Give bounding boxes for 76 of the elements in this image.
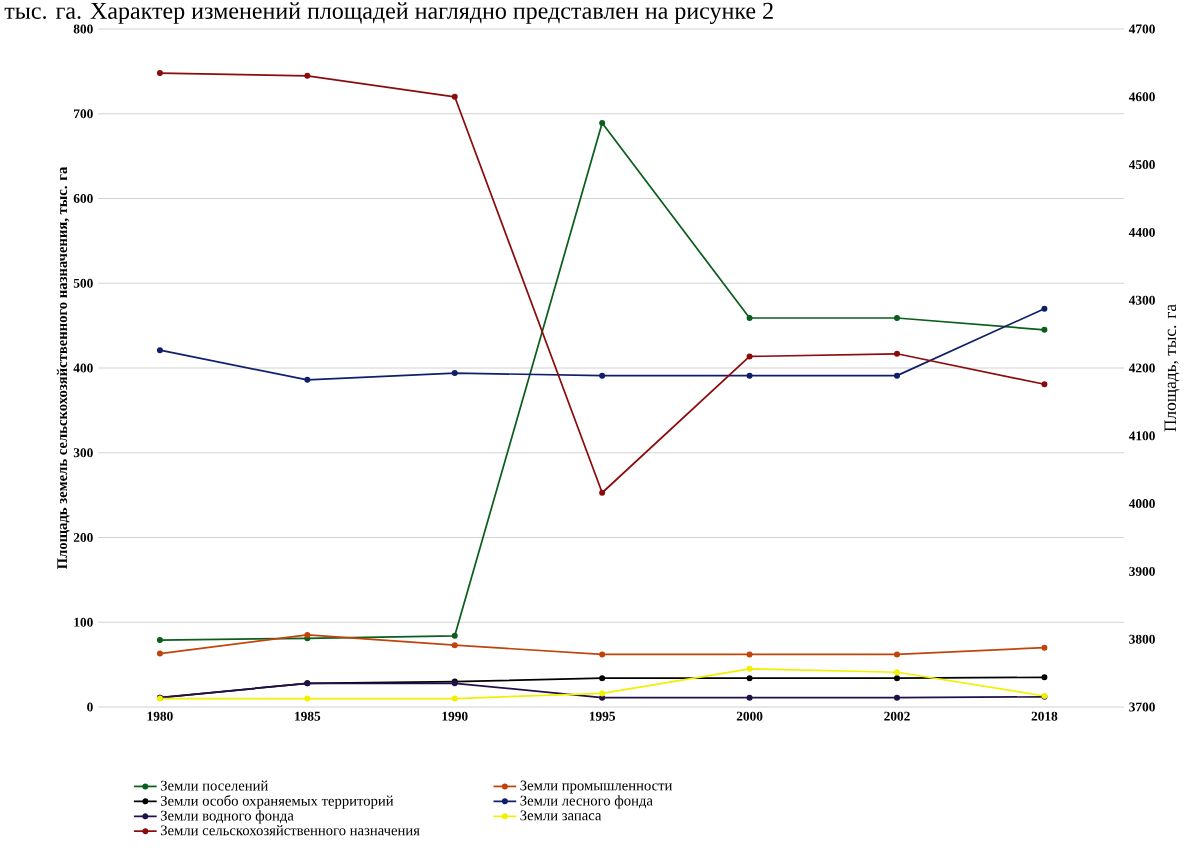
point bbox=[599, 651, 606, 658]
point bbox=[746, 675, 753, 682]
point bbox=[893, 694, 900, 701]
y2-tick-label: 4200 bbox=[1128, 363, 1155, 373]
point bbox=[156, 637, 163, 644]
x-tick-label: 1990 bbox=[442, 711, 468, 721]
y2-tick-label: 3900 bbox=[1129, 566, 1155, 576]
legend-label: Земли запаса bbox=[520, 810, 602, 821]
point bbox=[746, 315, 753, 321]
y-tick-label: 300 bbox=[73, 448, 93, 458]
point bbox=[893, 675, 900, 682]
y2-tick-label: 4100 bbox=[1128, 431, 1155, 441]
point bbox=[451, 632, 458, 639]
point bbox=[156, 347, 163, 354]
y2-tick-label: 4000 bbox=[1128, 499, 1155, 509]
point bbox=[304, 631, 311, 638]
point bbox=[451, 93, 458, 100]
point bbox=[893, 651, 900, 658]
point bbox=[1041, 644, 1048, 651]
point bbox=[746, 694, 753, 701]
point bbox=[599, 690, 606, 697]
x-tick-label: 1995 bbox=[589, 711, 616, 721]
y-tick-label: 500 bbox=[73, 278, 93, 288]
point bbox=[599, 489, 606, 496]
y2-tick-label: 4300 bbox=[1128, 295, 1155, 305]
point bbox=[451, 370, 458, 377]
legend-label: Земли сельскохозяйственного назначения bbox=[160, 825, 420, 836]
y2-tick-label: 4600 bbox=[1128, 92, 1155, 102]
point bbox=[599, 694, 606, 701]
y2-tick-label: 4500 bbox=[1128, 160, 1155, 170]
point bbox=[893, 669, 900, 676]
y-tick-label: 0 bbox=[87, 702, 93, 712]
x-tick-label: 2018 bbox=[1031, 711, 1058, 721]
y-tick-label: 400 bbox=[73, 363, 93, 373]
x-tick-label: 1980 bbox=[147, 711, 173, 721]
point bbox=[599, 675, 606, 682]
point bbox=[1041, 305, 1048, 312]
y-tick-label: 800 bbox=[73, 24, 93, 34]
text: тыс. га. Характер изменений площадей наглядно представлен на рисунке 2 bbox=[4, 2, 773, 24]
point bbox=[893, 350, 900, 357]
y2-tick-label: 4700 bbox=[1128, 24, 1155, 34]
legend-label: Земли особо охраняемых территорий bbox=[160, 795, 394, 809]
y-axis-title: Площадь земель сельскохозяйственного назначения, тыс. га bbox=[56, 166, 70, 570]
point bbox=[156, 70, 163, 77]
point bbox=[599, 372, 606, 379]
point bbox=[304, 695, 311, 702]
legend-label: Земли поселений bbox=[160, 780, 268, 791]
point bbox=[893, 315, 900, 321]
point bbox=[304, 376, 311, 383]
point bbox=[451, 695, 458, 702]
y-tick-label: 700 bbox=[74, 109, 93, 119]
point bbox=[451, 642, 458, 649]
legend-label: Земли промышленности bbox=[520, 780, 673, 794]
point bbox=[746, 372, 753, 379]
y-tick-label: 100 bbox=[74, 617, 93, 627]
y2-tick-label: 3700 bbox=[1129, 702, 1155, 712]
x-tick-label: 2000 bbox=[736, 711, 763, 721]
point bbox=[746, 353, 753, 360]
point bbox=[304, 72, 311, 79]
point bbox=[893, 372, 900, 379]
y2-axis-title: Площадь, тыс. га bbox=[1164, 304, 1180, 432]
y2-tick-label: 4400 bbox=[1128, 227, 1155, 237]
y-tick-label: 600 bbox=[73, 194, 93, 203]
point bbox=[1041, 326, 1048, 333]
x-tick-label: 2002 bbox=[884, 711, 910, 721]
point bbox=[746, 665, 753, 672]
point bbox=[1041, 381, 1048, 388]
point bbox=[599, 120, 606, 127]
legend-label: Земли лесного фонда bbox=[520, 795, 653, 809]
point bbox=[156, 650, 163, 657]
legend-label: Земли водного фонда bbox=[160, 810, 294, 824]
point bbox=[1041, 674, 1048, 681]
y-tick-label: 200 bbox=[73, 533, 93, 542]
point bbox=[746, 651, 753, 658]
y2-tick-label: 3800 bbox=[1129, 634, 1155, 644]
x-tick-label: 1985 bbox=[295, 711, 321, 721]
